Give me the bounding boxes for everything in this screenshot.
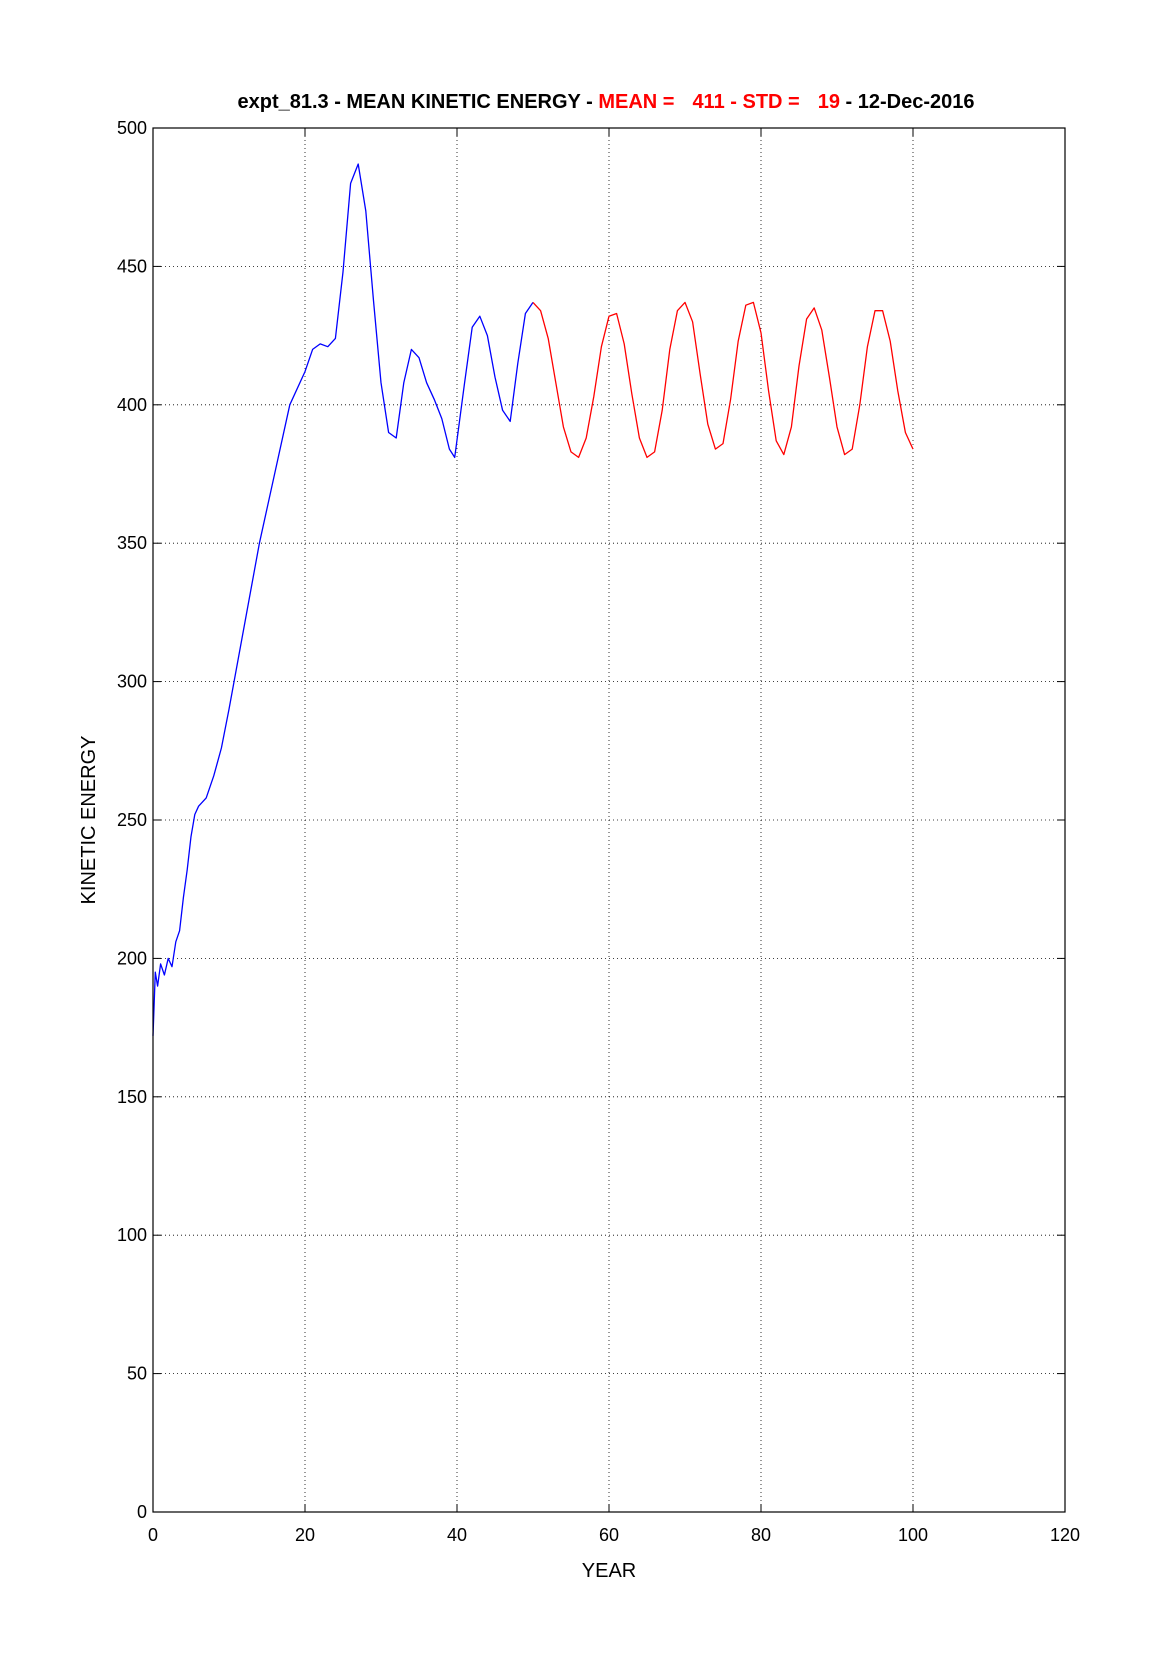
- y-tick-label: 0: [137, 1502, 147, 1522]
- series-line-2: [532, 301, 914, 459]
- x-axis-label: YEAR: [582, 1560, 636, 1582]
- title-std-value: 19: [818, 91, 840, 113]
- x-tick-label: 20: [295, 1525, 315, 1545]
- y-tick-label: 450: [117, 256, 147, 276]
- grid-lines: [153, 128, 1065, 1512]
- y-tick-label: 150: [117, 1087, 147, 1107]
- title-mean-label: MEAN =: [598, 91, 674, 113]
- title-mean-value: 411: [692, 91, 724, 113]
- title-suffix: - 12-Dec-2016: [840, 91, 975, 113]
- y-tick-label: 250: [117, 810, 147, 830]
- y-tick-label: 500: [117, 118, 147, 138]
- y-tick-label: 50: [127, 1364, 147, 1384]
- y-tick-label: 350: [117, 533, 147, 553]
- y-tick-label: 400: [117, 395, 147, 415]
- y-tick-label: 200: [117, 948, 147, 968]
- y-tick-label: 300: [117, 672, 147, 692]
- x-tick-label: 60: [599, 1525, 619, 1545]
- x-tick-label: 100: [898, 1525, 928, 1545]
- x-tick-label: 40: [447, 1525, 467, 1545]
- axis-ticks: 0 20 40 60 80 100 120 0 50 100 150 200 250 300 350 400 4…: [117, 118, 1080, 1545]
- x-tick-label: 80: [751, 1525, 771, 1545]
- series-line-1: [152, 163, 534, 1036]
- y-tick-label: 100: [117, 1225, 147, 1245]
- x-tick-label: 0: [148, 1525, 158, 1545]
- title-std-label: STD =: [742, 91, 799, 113]
- x-tick-label: 120: [1050, 1525, 1080, 1545]
- chart-title: expt_81.3 - MEAN KINETIC ENERGY - MEAN =…: [237, 91, 974, 113]
- series-lines: [152, 163, 914, 1036]
- y-axis-label: KINETIC ENERGY: [78, 736, 100, 905]
- title-prefix: expt_81.3 - MEAN KINETIC ENERGY -: [237, 91, 598, 113]
- title-separator: -: [725, 91, 743, 113]
